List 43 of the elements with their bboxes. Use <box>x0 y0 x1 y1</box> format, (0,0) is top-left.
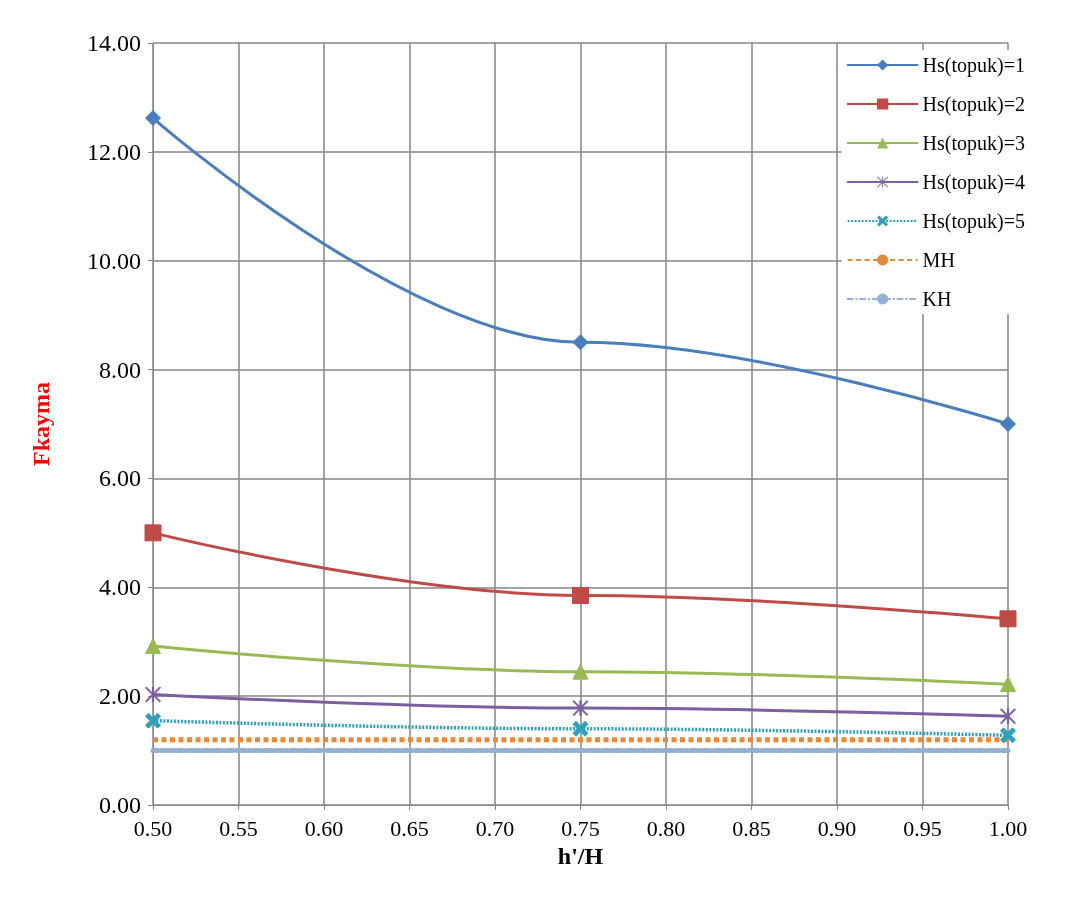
y-axis-title: Fkayma <box>28 382 54 466</box>
x-tick-label: 0.95 <box>903 815 942 841</box>
point <box>572 334 589 351</box>
point <box>1000 708 1016 725</box>
x-tick-label: 0.75 <box>561 815 600 841</box>
x-tick-label: 0.50 <box>133 815 173 841</box>
y-tick-label: 2.00 <box>99 683 141 710</box>
point <box>144 524 162 542</box>
legend-label: KH <box>922 288 952 310</box>
legend-label: Hs(topuk)=1 <box>922 54 1026 77</box>
point <box>572 586 589 604</box>
x-tick-label: 0.80 <box>646 815 686 841</box>
legend-label: Hs(topuk)=4 <box>922 171 1026 194</box>
x-tick-label: 0.70 <box>475 815 515 841</box>
point <box>999 610 1017 628</box>
x-tick-label: 0.85 <box>732 815 771 841</box>
y-tick-label: 8.00 <box>99 356 141 383</box>
point <box>1000 416 1016 432</box>
x-tick-label: 0.65 <box>390 815 429 841</box>
y-tick-label: 14.00 <box>87 30 141 56</box>
point <box>145 110 161 127</box>
point <box>572 700 589 717</box>
point <box>145 686 161 703</box>
y-tick-label: 6.00 <box>99 465 141 492</box>
y-tick-label: 10.00 <box>87 247 141 274</box>
legend-label: Hs(topuk)=5 <box>922 210 1026 233</box>
x-axis-title: h'/H <box>557 842 604 869</box>
y-tick-label: 0.00 <box>99 792 141 818</box>
point <box>1000 676 1016 693</box>
x-tick-label: 0.60 <box>304 815 344 841</box>
x-tick-label: 1.00 <box>988 815 1028 841</box>
x-tick-label: 0.90 <box>817 815 857 841</box>
legend-label: Hs(topuk)=2 <box>922 93 1026 116</box>
point <box>145 712 161 729</box>
legend-label: Hs(topuk)=3 <box>922 132 1026 155</box>
point <box>145 638 161 655</box>
y-tick-label: 12.00 <box>87 138 141 165</box>
legend-label: MH <box>922 249 955 271</box>
x-tick-label: 0.55 <box>219 815 258 841</box>
point <box>1000 727 1016 744</box>
point <box>572 663 589 680</box>
point <box>572 720 589 737</box>
y-tick-label: 4.00 <box>99 574 141 601</box>
